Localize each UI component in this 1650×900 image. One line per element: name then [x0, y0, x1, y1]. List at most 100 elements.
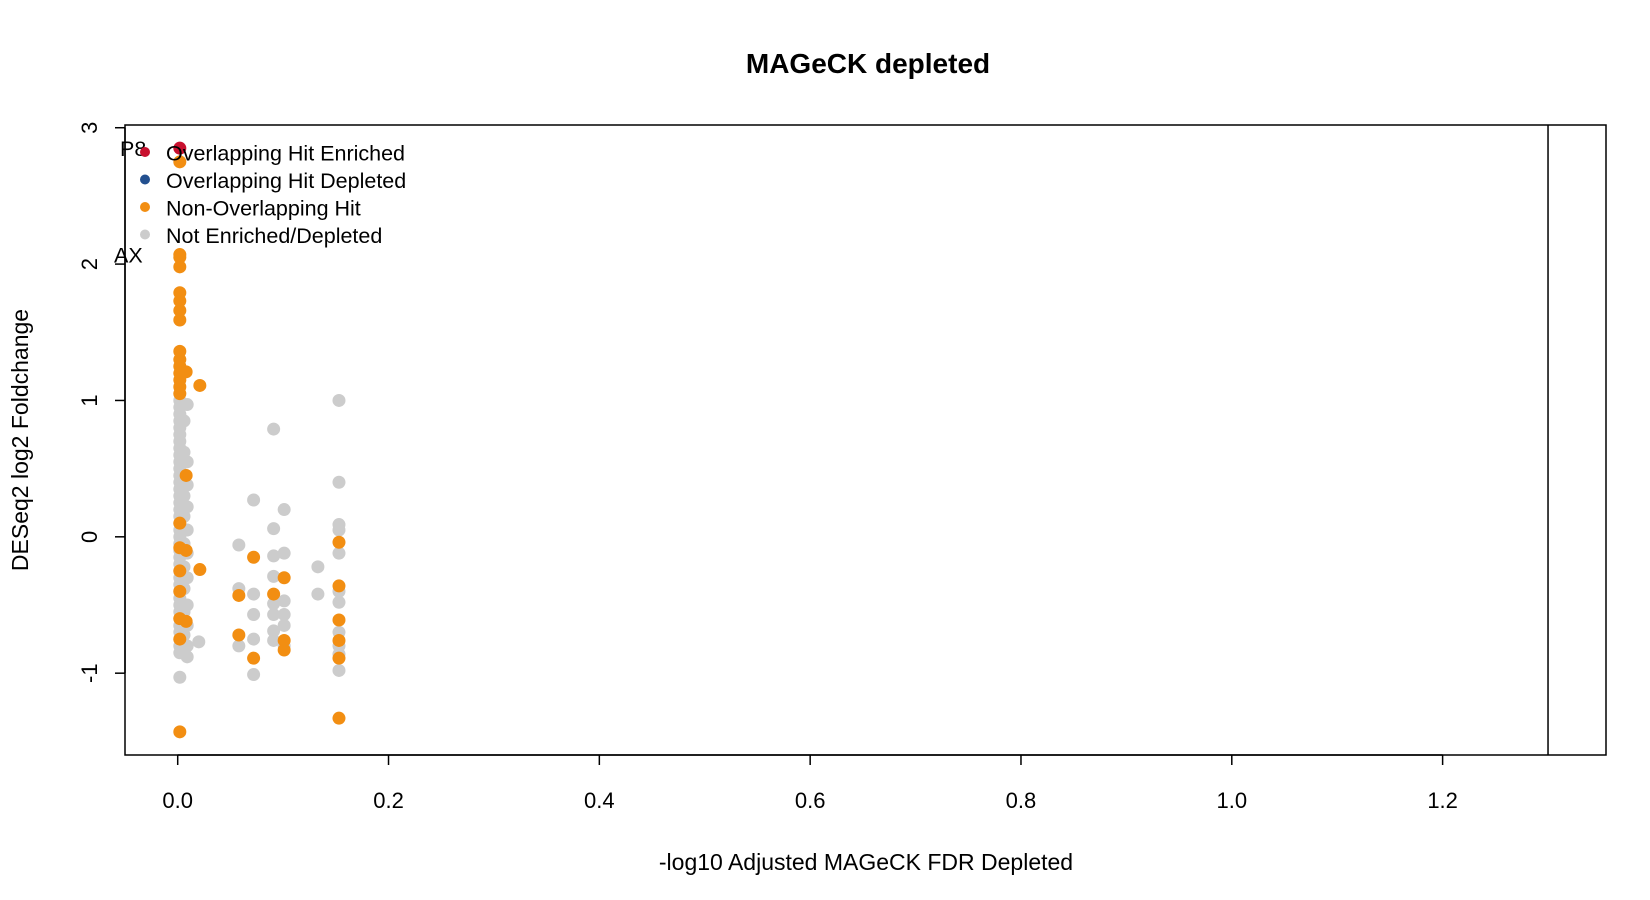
x-tick-label: 1.2: [1427, 788, 1458, 813]
data-point: [332, 535, 346, 549]
data-point: [177, 414, 191, 428]
y-tick-label: 2: [77, 258, 102, 270]
data-point: [173, 564, 187, 578]
data-point: [173, 584, 187, 598]
data-point: [311, 587, 325, 601]
data-point: [267, 587, 281, 601]
legend-marker: [140, 147, 150, 157]
legend: Overlapping Hit Enriched Overlapping Hit …: [140, 142, 406, 248]
data-point: [232, 639, 246, 653]
data-point: [173, 313, 187, 327]
data-point: [332, 546, 346, 560]
data-point: [277, 594, 291, 608]
data-point: [173, 303, 187, 317]
point-annotation: AX: [114, 244, 143, 268]
data-point: [311, 560, 325, 574]
data-point: [179, 365, 193, 379]
x-axis: 0.0 0.2 0.4 0.6 0.8 1.0 1.2: [162, 754, 1458, 813]
data-point: [247, 587, 261, 601]
x-tick-label: 0.0: [162, 788, 193, 813]
data-point: [277, 546, 291, 560]
x-axis-title: -log10 Adjusted MAGeCK FDR Depleted: [659, 849, 1073, 875]
data-points: [173, 141, 346, 739]
data-point: [173, 516, 187, 530]
legend-label: Not Enriched/Depleted: [166, 224, 382, 248]
data-point: [193, 563, 207, 577]
x-tick-label: 0.2: [373, 788, 404, 813]
data-point: [179, 468, 193, 482]
data-point: [180, 478, 194, 492]
data-point: [173, 725, 187, 739]
data-point: [173, 632, 187, 646]
data-point: [277, 503, 291, 517]
data-point: [179, 543, 193, 557]
data-point: [277, 608, 291, 622]
data-point: [267, 608, 281, 622]
y-tick-label: 1: [77, 394, 102, 406]
data-point: [267, 569, 281, 583]
data-point: [277, 571, 291, 585]
data-point: [332, 393, 346, 407]
legend-marker: [140, 229, 150, 240]
data-point: [332, 475, 346, 489]
x-tick-label: 0.8: [1006, 788, 1037, 813]
data-point: [247, 668, 261, 682]
data-point: [332, 633, 346, 647]
data-point: [247, 632, 261, 646]
data-point: [332, 711, 346, 725]
data-point: [193, 378, 207, 392]
data-point: [180, 598, 194, 612]
data-point: [332, 663, 346, 677]
data-point: [247, 608, 261, 622]
data-point: [332, 579, 346, 593]
x-tick-label: 0.4: [584, 788, 615, 813]
chart-title: MAGeCK depleted: [746, 48, 990, 79]
y-tick-label: -1: [77, 663, 102, 683]
data-point: [232, 588, 246, 602]
y-axis-title: DESeq2 log2 Foldchange: [7, 309, 33, 571]
data-point: [180, 398, 194, 412]
data-point: [180, 500, 194, 514]
x-tick-label: 1.0: [1217, 788, 1248, 813]
data-point: [277, 643, 291, 657]
data-point: [173, 260, 187, 274]
data-point: [192, 635, 206, 649]
data-point: [267, 633, 281, 647]
data-point: [179, 614, 193, 628]
data-point: [180, 650, 194, 664]
data-point: [173, 155, 187, 169]
data-point: [247, 550, 261, 564]
data-point: [332, 523, 346, 537]
y-tick-label: 0: [77, 531, 102, 543]
legend-marker: [140, 174, 150, 185]
y-tick-label: 3: [77, 122, 102, 134]
data-point: [267, 597, 281, 611]
data-point: [173, 141, 187, 155]
legend-marker: [140, 202, 150, 212]
x-tick-label: 0.6: [795, 788, 826, 813]
data-point: [332, 595, 346, 609]
data-point: [267, 422, 281, 436]
data-point: [173, 250, 187, 264]
data-point: [232, 538, 246, 552]
data-point: [267, 549, 281, 563]
data-point: [267, 522, 281, 536]
data-point: [267, 624, 281, 638]
legend-label: Overlapping Hit Enriched: [166, 142, 405, 166]
data-point: [232, 628, 246, 642]
data-point: [180, 455, 194, 469]
data-point: [173, 294, 187, 308]
y-axis: -1 0 1 2 3: [77, 122, 126, 683]
data-point: [247, 493, 261, 507]
data-point: [277, 633, 291, 647]
data-point: [177, 489, 191, 503]
legend-label: Overlapping Hit Depleted: [166, 169, 406, 193]
data-point: [173, 387, 187, 401]
data-point: [277, 618, 291, 632]
data-point: [173, 670, 187, 684]
data-point: [332, 613, 346, 627]
data-point: [247, 651, 261, 665]
legend-label: Non-Overlapping Hit: [166, 197, 361, 221]
